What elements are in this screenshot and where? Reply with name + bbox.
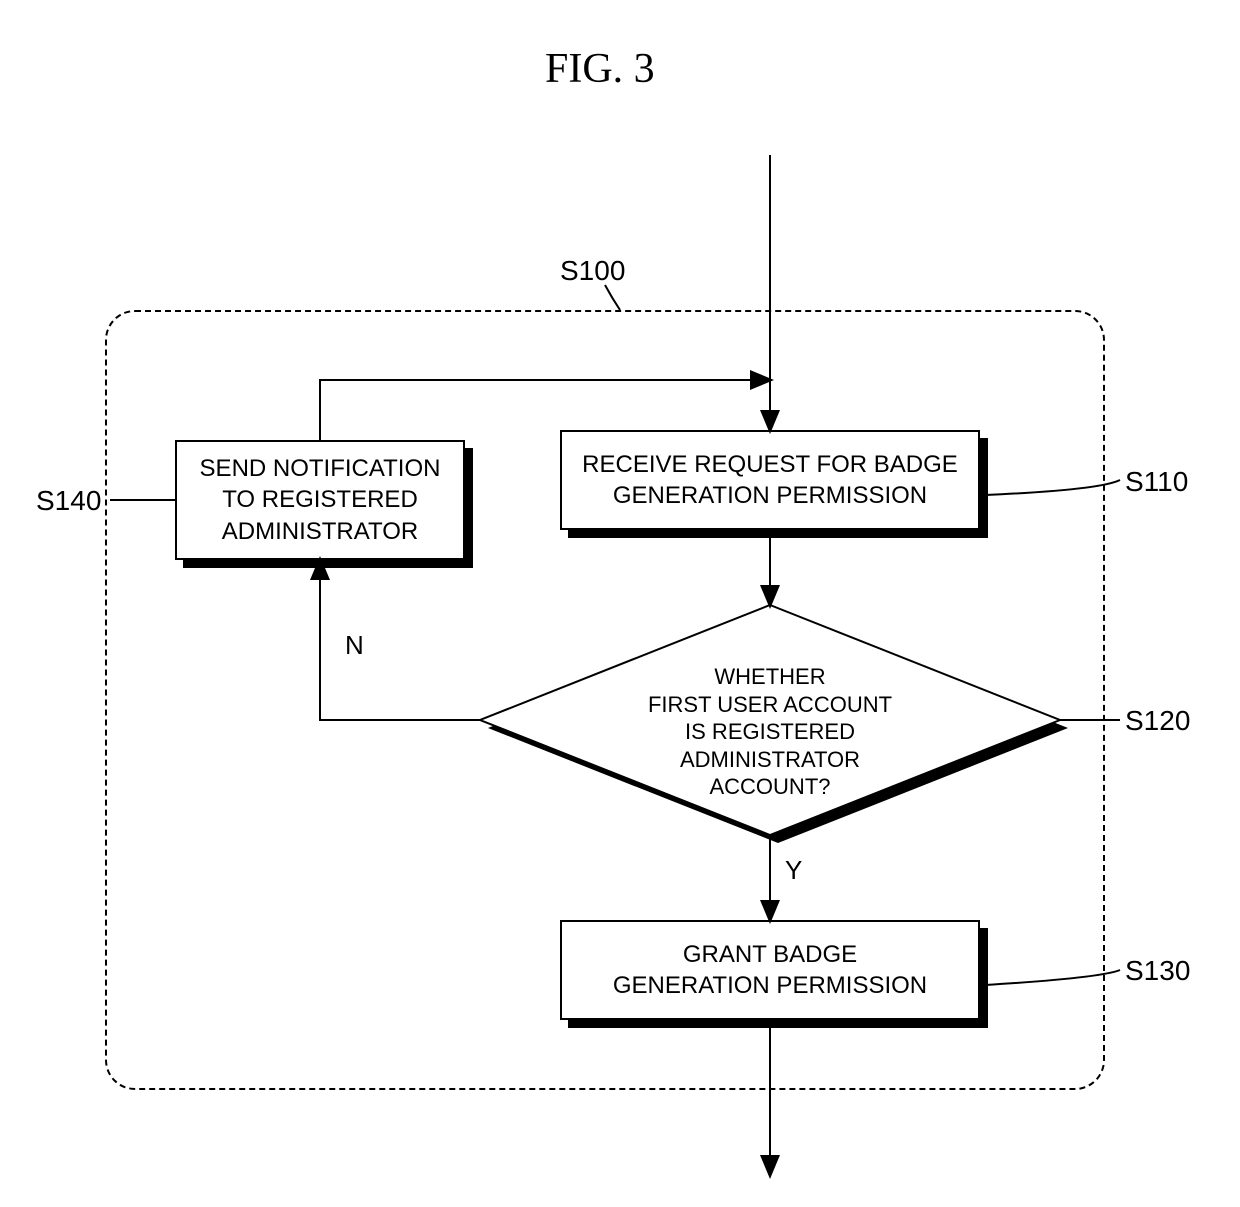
ref-s120: S120 [1125, 705, 1190, 737]
s140-label: SEND NOTIFICATIONTO REGISTEREDADMINISTRA… [200, 453, 441, 547]
edge-label-n: N [345, 630, 364, 661]
node-s130: GRANT BADGEGENERATION PERMISSION [560, 920, 980, 1020]
leader-s100 [605, 285, 620, 310]
ref-s140: S140 [36, 485, 101, 517]
ref-s100: S100 [560, 255, 625, 287]
ref-s110: S110 [1125, 466, 1188, 498]
s130-label: GRANT BADGEGENERATION PERMISSION [613, 939, 927, 1001]
s120-label: WHETHERFIRST USER ACCOUNTIS REGISTERED A… [648, 664, 892, 799]
node-s140: SEND NOTIFICATIONTO REGISTEREDADMINISTRA… [175, 440, 465, 560]
ref-s130: S130 [1125, 955, 1190, 987]
edge-label-y: Y [785, 855, 802, 886]
node-s110: RECEIVE REQUEST FOR BADGEGENERATION PERM… [560, 430, 980, 530]
figure-title: FIG. 3 [545, 45, 655, 93]
s120-label-container: WHETHERFIRST USER ACCOUNTIS REGISTERED A… [620, 663, 920, 801]
s110-label: RECEIVE REQUEST FOR BADGEGENERATION PERM… [582, 449, 958, 511]
